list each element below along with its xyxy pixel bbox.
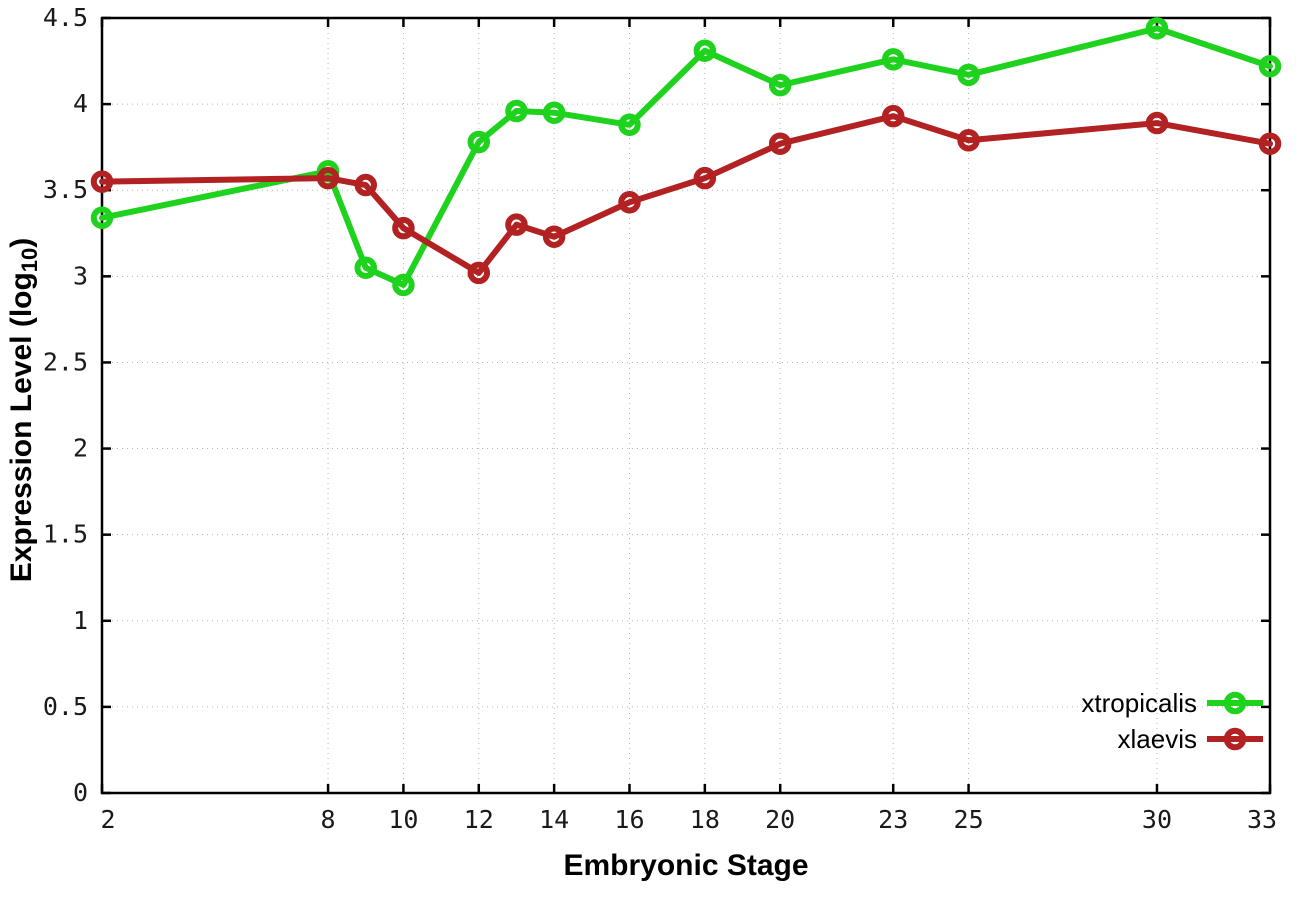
y-tick-label: 4	[73, 89, 88, 118]
y-axis-title-suffix: )	[5, 237, 38, 248]
x-axis-title: Embryonic Stage	[563, 849, 809, 882]
y-tick-label: 4.5	[43, 3, 88, 32]
series-line-xtropicalis	[99, 25, 1273, 288]
data-point-xtropicalis	[1258, 54, 1282, 78]
data-point-xtropicalis	[618, 113, 641, 137]
data-point-xlaevis	[881, 104, 905, 128]
data-point-xtropicalis	[392, 273, 415, 297]
data-point-xtropicalis	[1145, 17, 1169, 40]
series-line-xlaevis	[99, 113, 1273, 276]
x-tick-label: 8	[321, 805, 336, 834]
data-point-xlaevis	[618, 191, 641, 214]
data-point-xtropicalis	[768, 73, 792, 97]
y-tick-label: 0.5	[43, 692, 88, 721]
y-tick-label: 3	[73, 261, 88, 290]
data-point-xlaevis	[90, 170, 114, 193]
y-tick-label: 3.5	[43, 175, 88, 204]
legend-marker-xtropicalis	[1223, 691, 1247, 715]
y-tick-label: 1	[73, 606, 88, 635]
data-point-xtropicalis	[542, 101, 566, 124]
y-axis-title-subscript: 10	[17, 247, 42, 273]
x-tick-label: 20	[765, 805, 795, 834]
x-tick-label: 18	[690, 805, 720, 834]
data-point-xtropicalis	[467, 130, 491, 154]
data-point-xlaevis	[693, 166, 717, 190]
data-point-xtropicalis	[505, 99, 528, 123]
x-tick-label: 12	[464, 805, 494, 834]
x-tick-label: 30	[1142, 805, 1172, 834]
x-tick-label: 23	[878, 805, 908, 834]
data-point-xlaevis	[957, 129, 980, 152]
data-point-xlaevis	[1145, 111, 1169, 135]
data-point-xtropicalis	[693, 39, 717, 62]
data-point-xlaevis	[768, 132, 792, 155]
data-point-xlaevis	[467, 261, 491, 285]
data-point-xtropicalis	[354, 256, 377, 279]
x-tick-label: 16	[614, 805, 644, 834]
y-axis-title-main: Expression Level (log	[5, 272, 38, 583]
legend-marker-xlaevis	[1223, 727, 1247, 751]
y-tick-label: 2.5	[43, 347, 88, 376]
data-point-xlaevis	[354, 173, 377, 197]
y-tick-label: 2	[73, 434, 88, 463]
data-point-xlaevis	[505, 213, 528, 236]
legend-label-xtropicalis: xtropicalis	[1081, 688, 1197, 718]
x-tick-label: 2	[100, 805, 115, 834]
x-tick-label: 33	[1247, 805, 1277, 834]
data-point-xlaevis	[1258, 132, 1282, 155]
plot-border	[100, 16, 1272, 795]
y-axis-title: Expression Level (log10)	[5, 238, 43, 583]
data-point-xtropicalis	[90, 206, 114, 230]
x-tick-label: 25	[954, 805, 984, 834]
data-point-xlaevis	[542, 225, 566, 248]
data-point-xtropicalis	[957, 63, 980, 87]
y-tick-label: 0	[73, 778, 88, 807]
y-tick-label: 1.5	[43, 520, 88, 549]
x-tick-label: 10	[388, 805, 418, 834]
data-point-xlaevis	[316, 166, 340, 190]
x-tick-label: 14	[539, 805, 569, 834]
data-point-xtropicalis	[881, 48, 905, 71]
data-point-xlaevis	[392, 216, 415, 240]
legend-label-xlaevis: xlaevis	[1118, 724, 1197, 754]
